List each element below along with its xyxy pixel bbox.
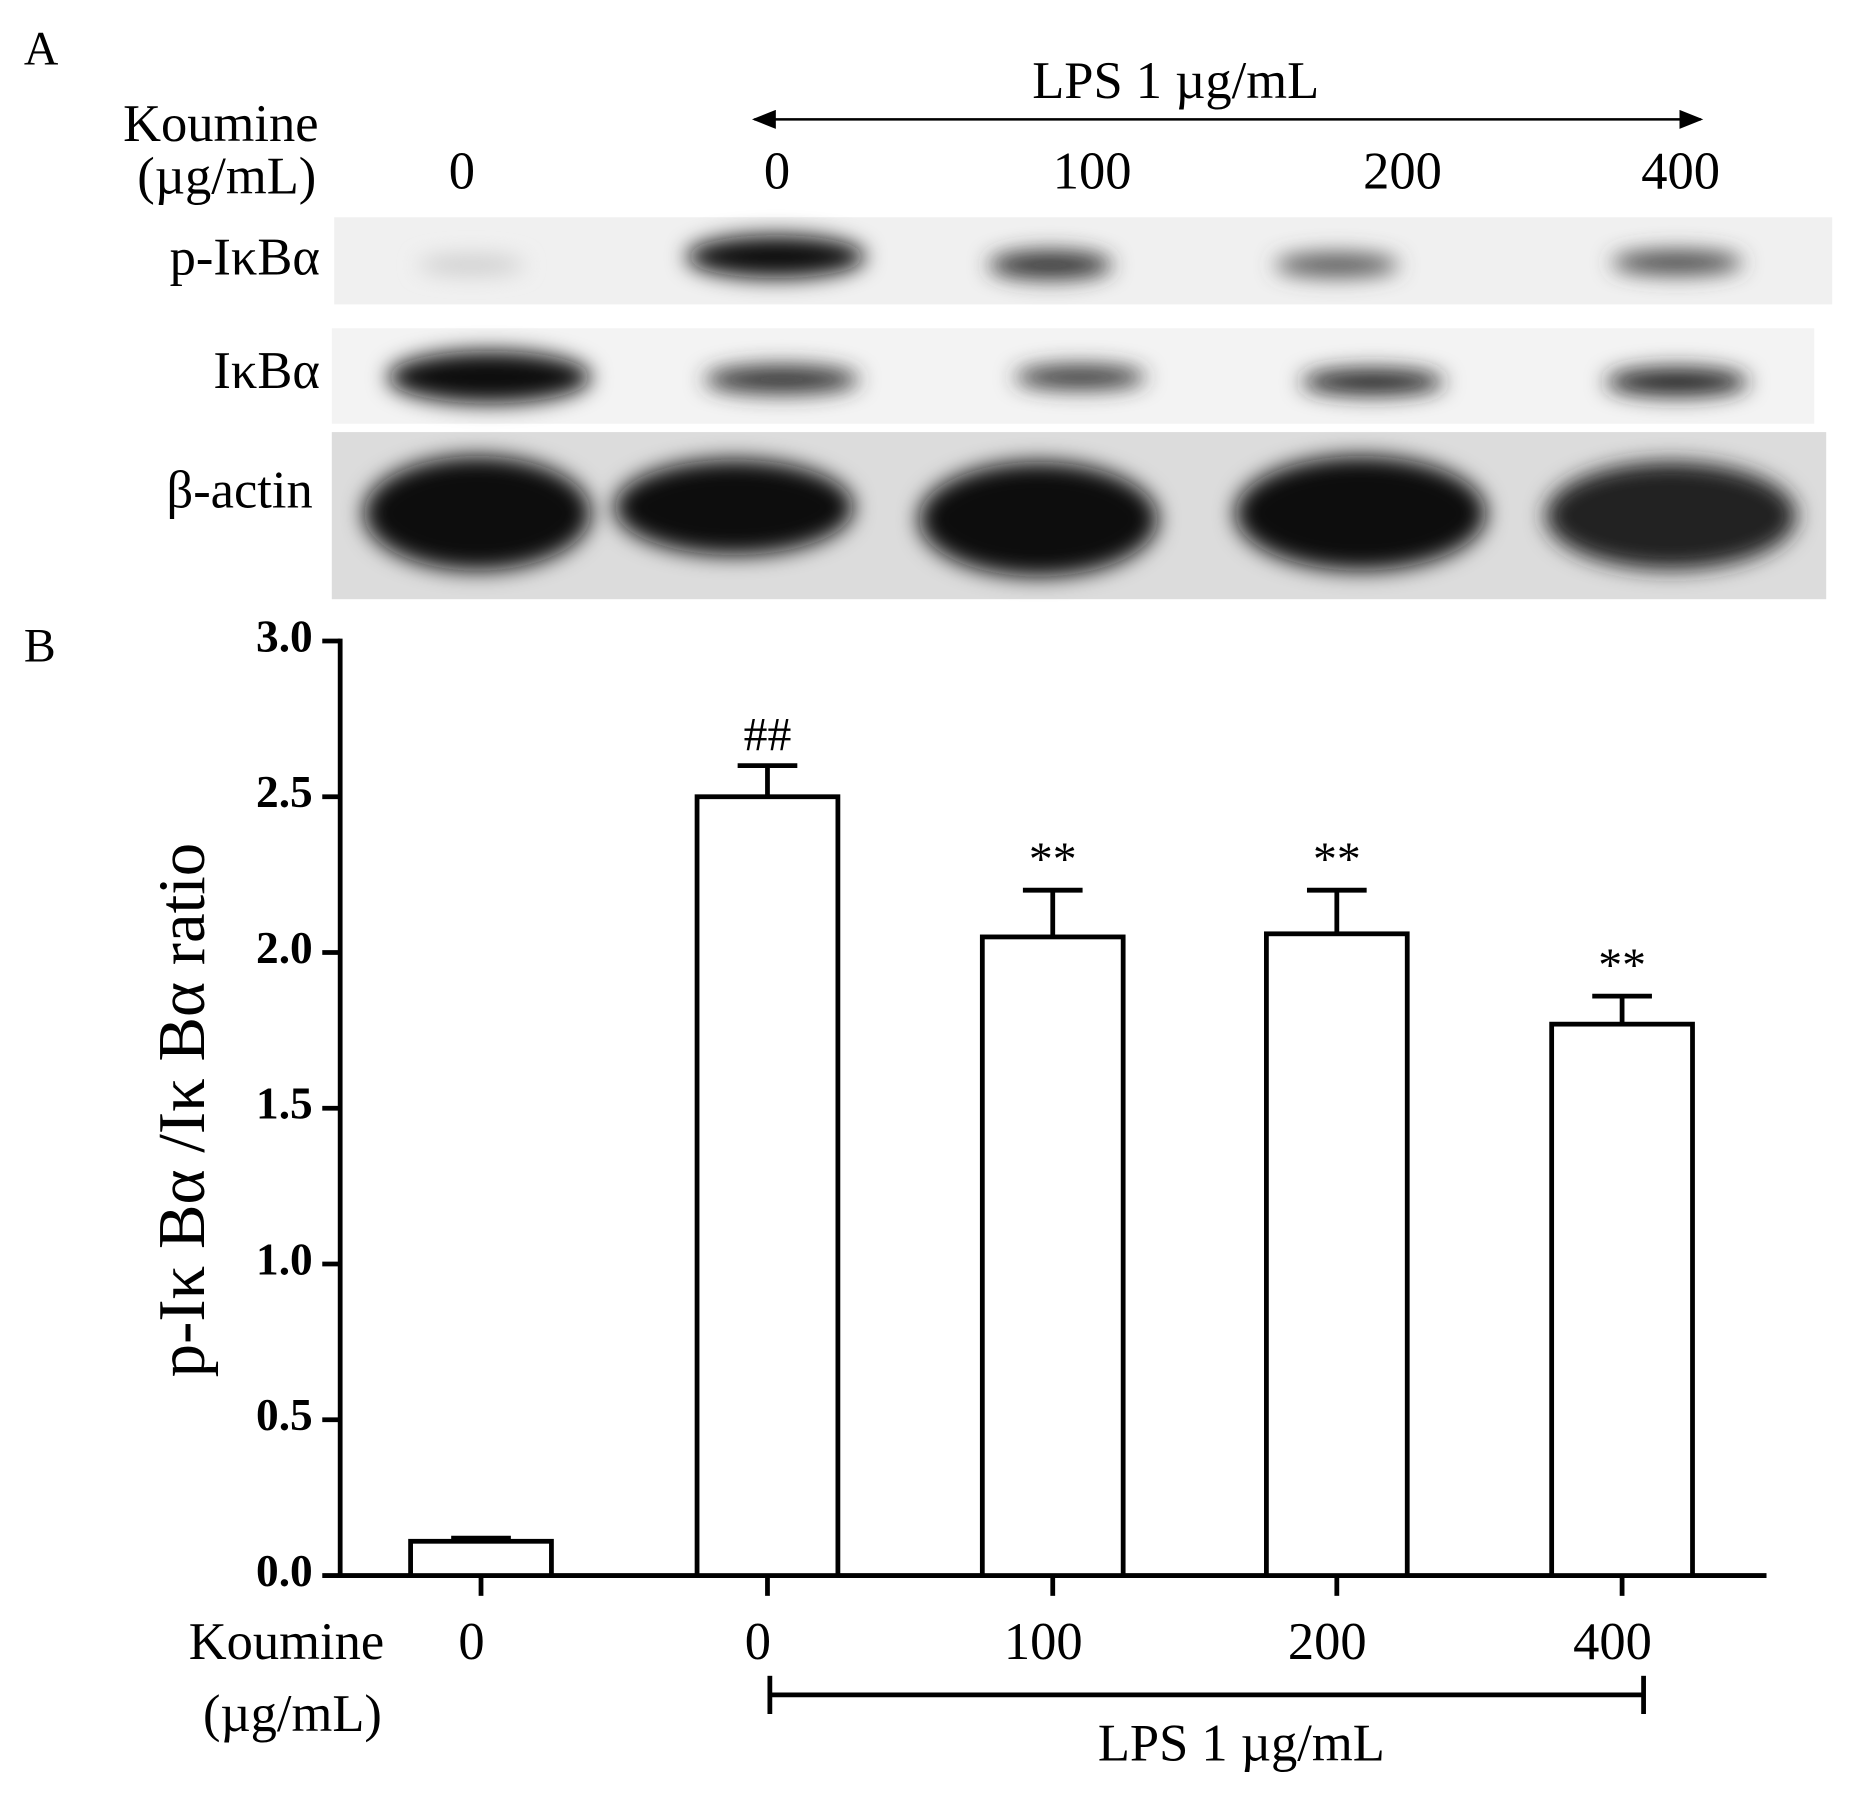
y-tick-label: 2.0 xyxy=(256,923,313,973)
lane-label: 0 xyxy=(449,143,475,201)
significance-label: ** xyxy=(1313,833,1361,886)
significance-label: ## xyxy=(744,708,792,761)
x-tick-label: 400 xyxy=(1573,1613,1652,1671)
bar xyxy=(1264,931,1410,1578)
blot xyxy=(331,217,1833,600)
y-tick-label: 3.0 xyxy=(256,611,313,661)
koumine-label: Koumine xyxy=(123,95,318,153)
group-bracket xyxy=(767,1675,1646,1715)
row-label: p-IκBα xyxy=(170,229,320,287)
row-label: β-actin xyxy=(166,461,312,519)
x-tick-label: 0 xyxy=(745,1613,771,1671)
lane-label: 0 xyxy=(764,143,790,201)
lane-label: 400 xyxy=(1641,143,1720,201)
koumine-unit: (µg/mL) xyxy=(137,147,316,205)
significance-label: ** xyxy=(1598,939,1646,992)
x-tick-label: 0 xyxy=(458,1613,484,1671)
y-tick-label: 0.5 xyxy=(256,1390,313,1440)
x-tick-label: 100 xyxy=(1004,1613,1083,1671)
x-tick-label: 200 xyxy=(1288,1613,1367,1671)
y-tick-label: 1.0 xyxy=(256,1234,313,1284)
bar xyxy=(408,1538,554,1578)
y-tick-label: 0.0 xyxy=(256,1546,313,1596)
row-label: IκBα xyxy=(213,342,319,400)
lps-label: LPS 1 µg/mL xyxy=(1032,52,1319,110)
y-axis-label: p-Iκ Bα /Iκ Bα ratio xyxy=(145,843,219,1378)
group-label: LPS 1 µg/mL xyxy=(1098,1715,1385,1773)
significance-label: ** xyxy=(1029,833,1077,886)
panel-label: A xyxy=(24,23,59,76)
lane-label: 200 xyxy=(1363,143,1442,201)
y-tick-label: 2.5 xyxy=(256,767,313,817)
bar xyxy=(694,794,841,1578)
bar xyxy=(979,934,1126,1578)
y-tick-label: 1.5 xyxy=(256,1079,313,1129)
panel-label: B xyxy=(24,619,56,672)
x-axis-label: Koumine xyxy=(189,1613,384,1671)
bar xyxy=(1549,1021,1695,1578)
x-axis-label: (µg/mL) xyxy=(203,1685,382,1743)
lane-label: 100 xyxy=(1053,143,1132,201)
